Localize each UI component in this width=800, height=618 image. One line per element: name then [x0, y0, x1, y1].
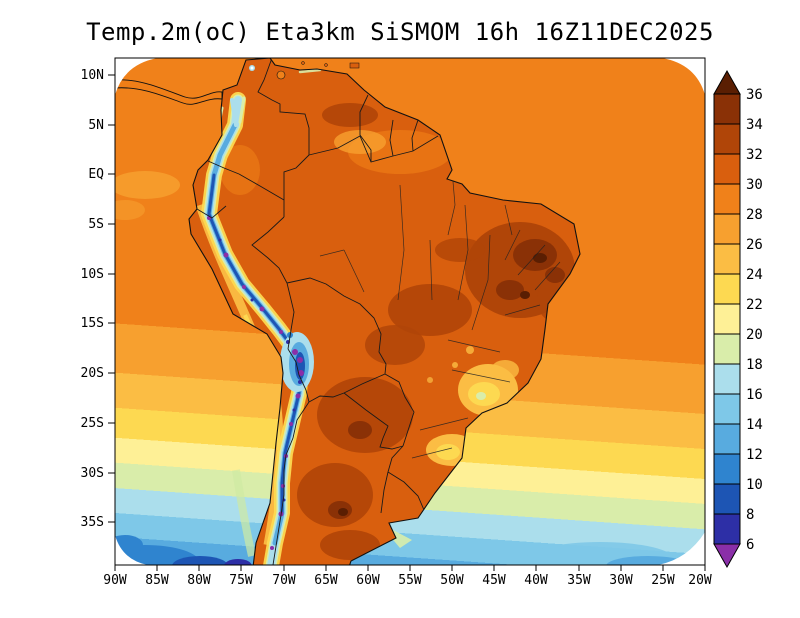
- lon-label: 65W: [314, 573, 338, 588]
- colorbar-tick: 24: [746, 267, 763, 283]
- colorbar-cell: [713, 423, 741, 455]
- lat-label: 35S: [81, 515, 104, 530]
- lon-label: 30W: [609, 573, 633, 588]
- lon-label: 20W: [688, 573, 712, 588]
- lon-label: 40W: [524, 573, 548, 588]
- lon-label: 80W: [187, 573, 211, 588]
- caribbean-islands: [301, 61, 360, 69]
- lon-label: 60W: [356, 573, 380, 588]
- colorbar-tick: 16: [746, 387, 763, 403]
- lat-label: 5S: [88, 217, 104, 232]
- lon-label: 50W: [440, 573, 464, 588]
- colorbar-bottom-arrow: [713, 543, 741, 569]
- colorbar-cell: [713, 453, 741, 485]
- plot-title: Temp.2m(oC) Eta3km SiSMOM 16h 16Z11DEC20…: [86, 18, 714, 46]
- lat-label: 20S: [81, 366, 104, 381]
- longitude-axis: 90W 85W 80W 75W 70W 65W 60W 55W 50W 45W …: [103, 573, 712, 588]
- colorbar-cell: [713, 153, 741, 185]
- lake-maracaibo: [276, 70, 286, 80]
- lon-label: 25W: [651, 573, 675, 588]
- ocean-temperature-patches: [115, 171, 690, 565]
- colorbar-tick: 22: [746, 297, 763, 313]
- colorbar-tick: 32: [746, 147, 763, 163]
- colorbar-cell: [713, 393, 741, 425]
- colorbar-cell: [713, 213, 741, 245]
- lat-label: 5N: [88, 118, 104, 133]
- colorbar-tick: 20: [746, 327, 763, 343]
- colorbar-tick: 30: [746, 177, 763, 193]
- colorbar-cell: [713, 183, 741, 215]
- lon-label: 85W: [145, 573, 169, 588]
- colorbar-tick: 18: [746, 357, 763, 373]
- colorbar-tick: 8: [746, 507, 754, 523]
- lat-label: 10S: [81, 267, 104, 282]
- lon-label: 90W: [103, 573, 127, 588]
- latitude-axis: 10N 5N EQ 5S 10S 15S 20S 25S 30S 35S: [81, 68, 105, 530]
- colorbar-cell: [713, 123, 741, 155]
- country-borders: [196, 58, 439, 565]
- colorbar-cell: [713, 363, 741, 395]
- lon-label: 45W: [482, 573, 506, 588]
- projection-corner-wedges: [115, 58, 705, 565]
- axis-ticks: [108, 74, 706, 571]
- andes-purple-specks: [207, 216, 304, 550]
- lat-label: 15S: [81, 316, 104, 331]
- lon-label: 70W: [272, 573, 296, 588]
- lon-label: 35W: [567, 573, 591, 588]
- colorbar-cell: [713, 93, 741, 125]
- altiplano-cold-core: [280, 332, 314, 392]
- lon-label: 75W: [229, 573, 253, 588]
- colorbar-cell: [713, 333, 741, 365]
- colorbar-cell: [713, 243, 741, 275]
- map-plot-area: [115, 58, 705, 565]
- lat-label: 10N: [81, 68, 104, 83]
- land-temperature-patches: [195, 103, 575, 560]
- lat-label: EQ: [88, 167, 104, 182]
- lat-label: 30S: [81, 466, 104, 481]
- colorbar-tick: 26: [746, 237, 763, 253]
- lat-label: 25S: [81, 416, 104, 431]
- mountain-snow-speck: [249, 65, 255, 71]
- colorbar-tick: 36: [746, 87, 763, 103]
- colorbar-tick: 6: [746, 537, 754, 553]
- colorbar-tick: 34: [746, 117, 763, 133]
- colorbar-tick: 12: [746, 447, 763, 463]
- colorbar-tick: 14: [746, 417, 763, 433]
- colorbar: 36 34 32 30 28 26 24 22 20 18 16 14 12 1…: [713, 69, 763, 569]
- colorbar-cell: [713, 303, 741, 335]
- lon-label: 55W: [398, 573, 422, 588]
- colorbar-tick: 28: [746, 207, 763, 223]
- state-borders: [319, 169, 561, 459]
- colorbar-cell: [713, 513, 741, 545]
- colorbar-cell: [713, 483, 741, 515]
- colorbar-cell: [713, 273, 741, 305]
- colorbar-tick: 10: [746, 477, 763, 493]
